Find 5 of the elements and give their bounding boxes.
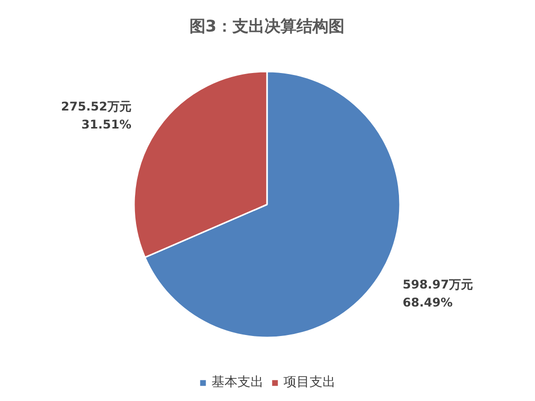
- chart-title: 图3：支出决算结构图: [189, 16, 345, 36]
- data-label: 275.52万元 31.51%: [61, 99, 132, 132]
- legend-label: 基本支出: [212, 374, 264, 391]
- data-label: 598.97万元 68.49%: [402, 277, 473, 310]
- legend-label: 项目支出: [284, 374, 336, 391]
